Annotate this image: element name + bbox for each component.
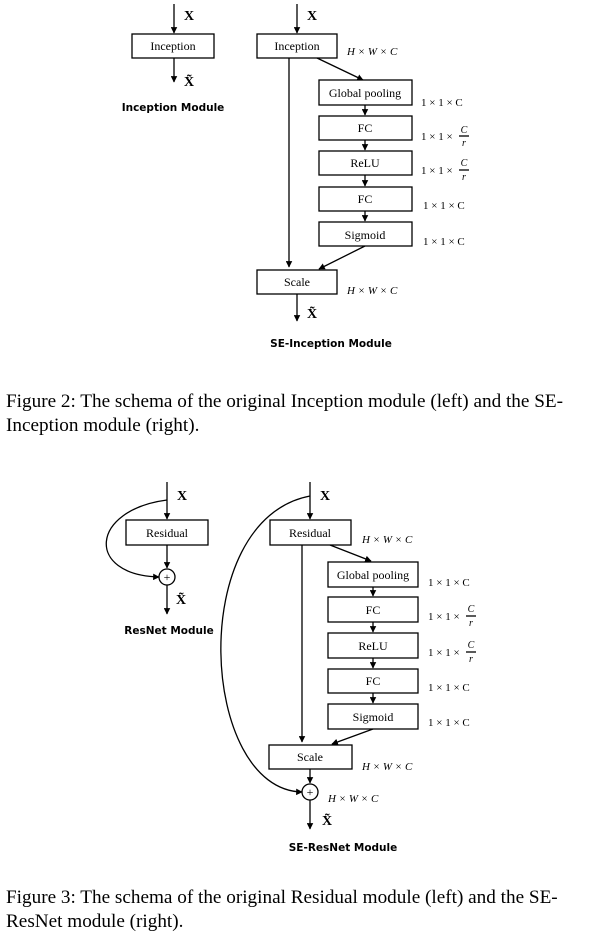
fig2-inception-module: X Inception X̃ Inception Module: [122, 4, 225, 114]
fig3-relu-dim: 1 × 1 ×: [428, 647, 460, 659]
fig3-global-pooling-text: Global pooling: [337, 568, 409, 582]
fig2-left-input-label: X: [184, 9, 194, 24]
fig2-arrow-sigmoid-scale: [318, 245, 366, 270]
fig2-fc1-frac-den: r: [462, 138, 466, 149]
fig2-left-output-label: X̃: [184, 73, 194, 90]
fig3-left-input-label: X: [177, 489, 187, 504]
fig2-fc1-dim: 1 × 1 ×: [421, 131, 453, 143]
fig2-relu-dim: 1 × 1 ×: [421, 165, 453, 177]
fig3-scale-text: Scale: [297, 750, 323, 764]
fig2-relu-frac-num: C: [461, 158, 468, 169]
fig3-arrow-sigmoid-scale: [331, 728, 374, 746]
fig3-fc1-text: FC: [366, 603, 381, 617]
fig3-left-skip-curve: [105, 499, 168, 581]
fig2-left-module-label: Inception Module: [122, 102, 225, 114]
fig3-global-pooling-box: [327, 561, 419, 588]
fig2-sigmoid-text: Sigmoid: [345, 228, 386, 242]
fig3-relu-text: ReLU: [358, 639, 388, 653]
fig3-residual-dim: H × W × C: [361, 534, 413, 546]
figure3-caption: Figure 3: The schema of the original Res…: [6, 887, 558, 932]
fig3-right-output-label: X̃: [322, 812, 332, 829]
fig2-global-pooling-box: [318, 79, 413, 106]
fig2-scale-text: Scale: [284, 275, 310, 289]
fig3-left-sum-sign: +: [164, 570, 171, 584]
fig3-right-sum-sign: +: [307, 785, 314, 799]
fig3-fc1-frac-num: C: [468, 604, 475, 615]
fig3-sum-dim: H × W × C: [327, 793, 379, 805]
fig3-fc1-dim: 1 × 1 ×: [428, 611, 460, 623]
fig3-fc2-box: [327, 668, 419, 694]
fig2-fc2-dim: 1 × 1 × C: [423, 200, 465, 212]
fig3-scale-dim: H × W × C: [361, 761, 413, 773]
fig3-global-pooling-dim: 1 × 1 × C: [428, 577, 470, 589]
fig3-fc1-box: [327, 596, 419, 623]
fig3-resnet-module: X Residual + X̃ ResNet Module: [105, 482, 214, 637]
fig2-branch-arrow: [316, 57, 364, 81]
fig3-right-skip-curve: [220, 495, 311, 796]
fig2-left-inception-text: Inception: [150, 39, 195, 53]
fig3-left-residual-box: [125, 519, 209, 546]
fig3-fc2-dim: 1 × 1 × C: [428, 682, 470, 694]
fig2-relu-box: [318, 150, 413, 176]
fig2-right-input-label: X: [307, 9, 317, 24]
fig2-fc1-text: FC: [358, 121, 373, 135]
fig3-residual-text: Residual: [289, 526, 332, 540]
fig3-left-module-label: ResNet Module: [124, 625, 213, 637]
fig2-global-pooling-dim: 1 × 1 × C: [421, 97, 463, 109]
fig3-right-module-label: SE-ResNet Module: [289, 842, 398, 854]
fig3-relu-box: [327, 632, 419, 659]
fig3-sigmoid-dim: 1 × 1 × C: [428, 717, 470, 729]
fig3-left-residual-text: Residual: [146, 526, 189, 540]
fig3-fc2-text: FC: [366, 674, 381, 688]
fig3-relu-frac-den: r: [469, 654, 473, 665]
fig2-relu-frac-den: r: [462, 172, 466, 183]
fig3-residual-box: [269, 519, 352, 546]
fig2-right-output-label: X̃: [307, 305, 317, 322]
fig2-se-inception-module: X Inception H × W × C Global pooling 1 ×…: [256, 4, 469, 350]
fig3-relu-frac-num: C: [468, 640, 475, 651]
fig2-left-inception-box: [131, 33, 215, 59]
fig2-inception-text: Inception: [274, 39, 319, 53]
fig2-fc1-frac-num: C: [461, 125, 468, 136]
fig3-sigmoid-text: Sigmoid: [353, 710, 394, 724]
fig2-global-pooling-text: Global pooling: [329, 86, 401, 100]
fig3-fc1-frac-den: r: [469, 618, 473, 629]
fig2-inception-dim: H × W × C: [346, 46, 398, 58]
fig2-right-module-label: SE-Inception Module: [270, 338, 392, 350]
fig3-branch-arrow: [329, 544, 372, 562]
fig2-relu-text: ReLU: [350, 156, 380, 170]
fig3-se-resnet-module: X Residual H × W × C Global pooling 1 × …: [220, 482, 476, 854]
fig2-inception-box: [256, 33, 338, 59]
fig2-sigmoid-dim: 1 × 1 × C: [423, 236, 465, 248]
fig3-left-output-label: X̃: [176, 591, 186, 608]
figure2-caption: Figure 2: The schema of the original Inc…: [6, 391, 563, 436]
fig2-sigmoid-box: [318, 221, 413, 247]
fig2-fc1-box: [318, 115, 413, 141]
fig2-fc2-text: FC: [358, 192, 373, 206]
fig2-scale-dim: H × W × C: [346, 285, 398, 297]
fig3-right-input-label: X: [320, 489, 330, 504]
